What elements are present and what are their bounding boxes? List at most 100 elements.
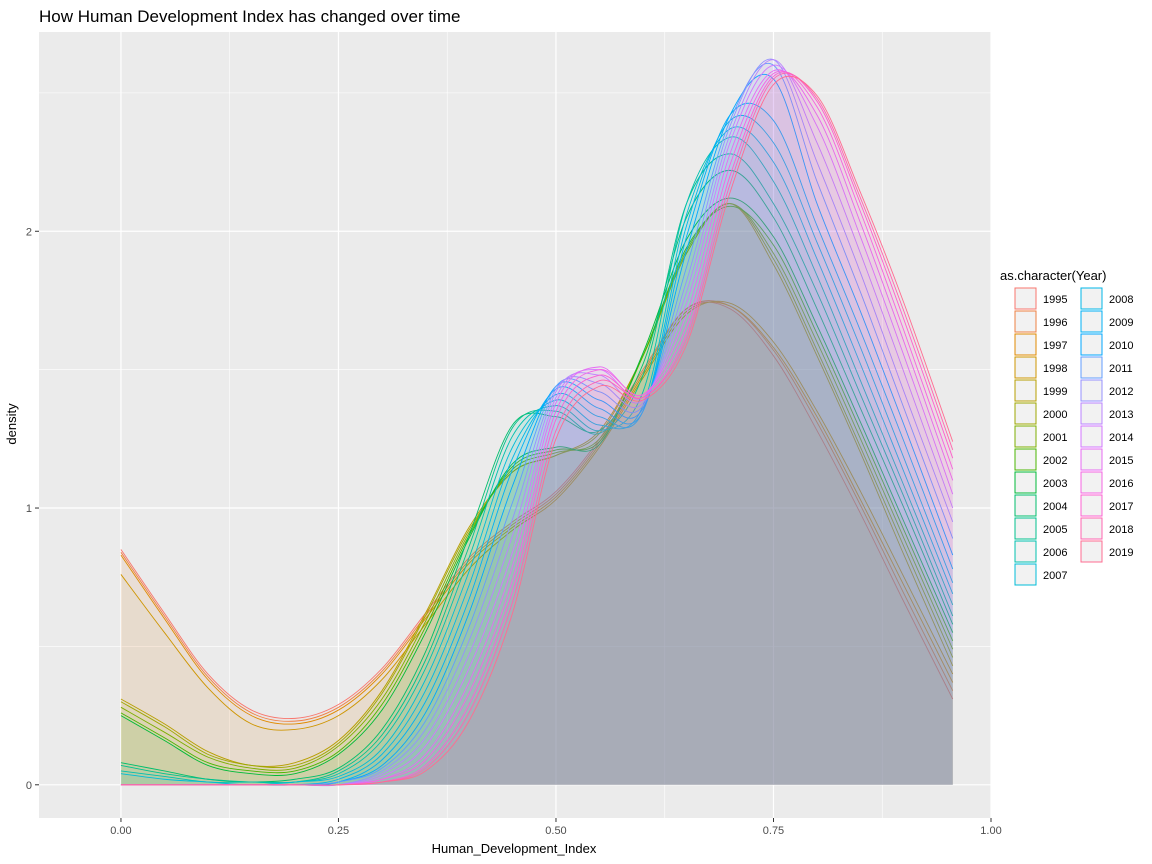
density-curve-2001 <box>120 203 954 771</box>
density-fill-2004 <box>120 170 953 785</box>
legend-key-2017 <box>1080 494 1103 517</box>
legend-key-2002 <box>1014 448 1037 471</box>
legend-label-2011: 2011 <box>1109 363 1133 375</box>
panel-background <box>39 32 991 818</box>
legend-label-1996: 1996 <box>1043 317 1067 329</box>
legend-label-2008: 2008 <box>1109 294 1133 306</box>
legend-key-2015 <box>1080 448 1103 471</box>
x-tick-label: 0.75 <box>763 825 784 837</box>
legend-key-2008 <box>1080 287 1103 310</box>
legend-label-2007: 2007 <box>1043 570 1067 582</box>
density-fill-2008 <box>120 115 953 786</box>
density-fill-2006 <box>120 136 953 785</box>
legend-label-2010: 2010 <box>1109 340 1133 352</box>
legend-key-2005 <box>1014 517 1037 540</box>
density-curves <box>120 58 954 787</box>
x-axis: 0.00 0.25 0.50 0.75 1.00 <box>110 818 1002 837</box>
legend-label-2005: 2005 <box>1043 524 1067 536</box>
x-tick-label: 0.25 <box>328 825 349 837</box>
density-fill-2016 <box>120 70 953 786</box>
legend-key-2013 <box>1080 402 1103 425</box>
legend-key-2019 <box>1080 540 1103 563</box>
legend-key-2010 <box>1080 333 1103 356</box>
x-tick-label: 1.00 <box>980 825 1001 837</box>
density-curve-1996 <box>120 300 954 722</box>
density-fill-1997 <box>120 302 953 785</box>
legend-key-2000 <box>1014 402 1037 425</box>
legend-label-2013: 2013 <box>1109 409 1133 421</box>
density-fill-2001 <box>120 203 953 785</box>
legend-key-2006 <box>1014 540 1037 563</box>
legend: as.character(Year) 1995 1996 1997 1998 1999 2… <box>1000 268 1133 586</box>
legend-key-2003 <box>1014 471 1037 494</box>
legend-key-1998 <box>1014 356 1037 379</box>
density-fill-2014 <box>120 65 953 786</box>
legend-label-1995: 1995 <box>1043 294 1067 306</box>
density-curve-2003 <box>120 197 954 776</box>
legend-label-2017: 2017 <box>1109 501 1133 513</box>
density-curve-2019 <box>120 75 954 786</box>
legend-label-2015: 2015 <box>1109 455 1133 467</box>
density-fill-2011 <box>120 63 953 785</box>
x-axis-title: Human_Development_Index <box>432 841 597 856</box>
density-fill-2009 <box>120 103 953 785</box>
density-fill-2000 <box>120 203 953 785</box>
legend-key-2007 <box>1014 563 1037 586</box>
x-tick-label: 0.50 <box>545 825 566 837</box>
legend-label-2016: 2016 <box>1109 478 1133 490</box>
legend-title: as.character(Year) <box>1000 268 1106 283</box>
legend-key-2011 <box>1080 356 1103 379</box>
y-axis: 0 1 2 <box>26 226 39 792</box>
legend-key-2004 <box>1014 494 1037 517</box>
density-fill-1996 <box>120 300 953 785</box>
legend-label-2019: 2019 <box>1109 547 1133 559</box>
density-fill-2013 <box>120 59 953 786</box>
density-fill-1995 <box>120 301 953 785</box>
density-fill-2007 <box>120 126 953 785</box>
y-tick-label: 2 <box>26 226 32 238</box>
legend-label-2003: 2003 <box>1043 478 1067 490</box>
legend-label-1998: 1998 <box>1043 363 1067 375</box>
legend-key-2009 <box>1080 310 1103 333</box>
legend-label-2014: 2014 <box>1109 432 1133 444</box>
y-tick-label: 1 <box>26 503 32 515</box>
density-curve-2004 <box>120 169 954 783</box>
legend-label-2001: 2001 <box>1043 432 1067 444</box>
legend-label-1997: 1997 <box>1043 340 1067 352</box>
plot-panel <box>39 32 992 818</box>
legend-key-1997 <box>1014 333 1037 356</box>
density-curve-2000 <box>120 203 954 768</box>
legend-key-2014 <box>1080 425 1103 448</box>
density-fill-2017 <box>120 71 953 785</box>
legend-key-2016 <box>1080 471 1103 494</box>
legend-label-2002: 2002 <box>1043 455 1067 467</box>
y-axis-title: density <box>4 403 19 445</box>
density-fill-2018 <box>120 73 953 785</box>
legend-label-2006: 2006 <box>1043 547 1067 559</box>
legend-key-1999 <box>1014 379 1037 402</box>
density-fill-2015 <box>120 69 953 786</box>
legend-key-2001 <box>1014 425 1037 448</box>
density-fill-2019 <box>120 76 953 785</box>
density-fill-1999 <box>120 203 953 785</box>
density-curve-2002 <box>120 205 954 774</box>
legend-label-2000: 2000 <box>1043 409 1067 421</box>
legend-key-1995 <box>1014 287 1037 310</box>
chart-title: How Human Development Index has changed … <box>39 7 460 26</box>
density-curve-1995 <box>120 301 954 720</box>
density-curve-1998 <box>120 300 954 731</box>
density-fill-1998 <box>120 301 953 785</box>
legend-key-1996 <box>1014 310 1037 333</box>
x-tick-label: 0.00 <box>110 825 131 837</box>
density-fill-2012 <box>120 59 953 786</box>
legend-label-2009: 2009 <box>1109 317 1133 329</box>
legend-label-2012: 2012 <box>1109 386 1133 398</box>
y-tick-label: 0 <box>26 780 32 792</box>
legend-label-2018: 2018 <box>1109 524 1133 536</box>
density-fill-2002 <box>120 206 953 785</box>
legend-label-2004: 2004 <box>1043 501 1067 513</box>
density-curve-1997 <box>120 301 954 725</box>
legend-key-2018 <box>1080 517 1103 540</box>
legend-key-2012 <box>1080 379 1103 402</box>
